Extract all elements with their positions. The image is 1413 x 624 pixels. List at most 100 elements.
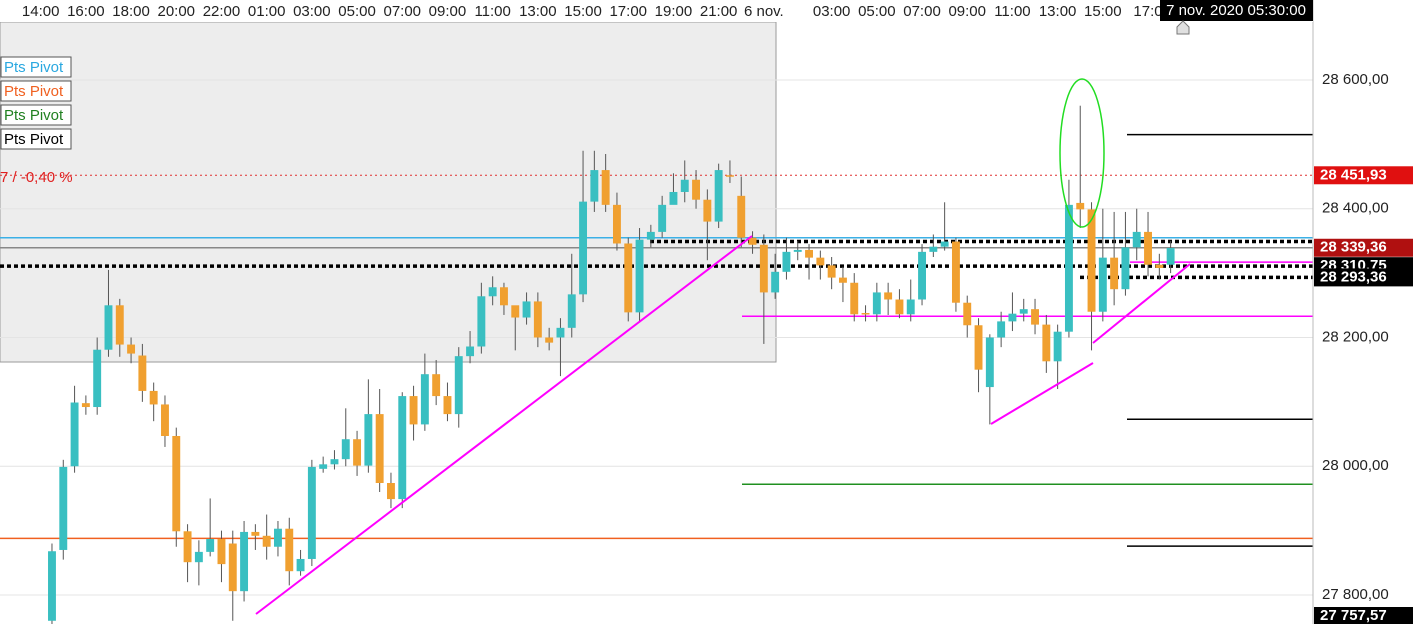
x-tick-label: 20:00 [157, 3, 195, 20]
candle-body [861, 313, 870, 315]
candle-body [432, 374, 441, 397]
candle-body [454, 356, 463, 415]
candle-body [601, 170, 610, 205]
x-tick-label: 13:00 [519, 3, 557, 20]
y-tick-label: 28 600,00 [1322, 71, 1389, 88]
legend-box [0, 56, 72, 78]
candle-body [319, 464, 328, 469]
x-tick-label: 09:00 [429, 3, 467, 20]
candle-body [341, 439, 350, 460]
candle-body [1019, 309, 1028, 314]
candle-body [940, 241, 949, 247]
price-label-box [1314, 607, 1413, 624]
candle-body [793, 249, 802, 252]
candle-body [127, 344, 136, 354]
trend-line [255, 235, 753, 615]
x-tick-label: 17:0 [1133, 3, 1162, 20]
y-tick-label: 28 400,00 [1322, 200, 1389, 217]
candle-body [488, 287, 497, 297]
candle-body [1166, 247, 1175, 265]
candle-body [714, 170, 723, 222]
candle-body [782, 251, 791, 272]
x-tick-label: 15:00 [564, 3, 602, 20]
candle-body [364, 414, 373, 466]
x-tick-label: 17:00 [609, 3, 647, 20]
candle-body [1110, 257, 1119, 290]
candle-body [533, 301, 542, 338]
x-tick-label: 03:00 [813, 3, 851, 20]
candle-body [262, 535, 271, 547]
candle-body [567, 294, 576, 328]
candle-body [81, 403, 90, 408]
annotation: 7 / -0,40 % [0, 169, 73, 186]
x-tick-label: 15:00 [1084, 3, 1122, 20]
candle-body [872, 292, 881, 315]
legend-label: Pts Pivot [4, 131, 64, 148]
crosshair-label: 7 nov. 2020 05:30:00 [1166, 2, 1306, 19]
candle-body [692, 179, 701, 200]
candle-body [1031, 309, 1039, 325]
candle-body [500, 287, 508, 306]
y-tick-label: 27 800,00 [1322, 586, 1389, 603]
candle-body [466, 346, 475, 357]
candle-body [590, 170, 599, 202]
candle-body [285, 528, 294, 572]
candle-body [206, 539, 215, 552]
x-tick-label: 03:00 [293, 3, 331, 20]
price-label: 28 293,36 [1320, 268, 1387, 285]
legend-label: Pts Pivot [4, 107, 64, 124]
x-tick-label: 22:00 [203, 3, 241, 20]
candle-body [477, 296, 486, 347]
candle-body [522, 301, 531, 318]
x-tick-label: 11:00 [474, 3, 510, 20]
candle-body [183, 531, 192, 563]
candle-body [725, 175, 734, 177]
y-tick-label: 28 200,00 [1322, 328, 1389, 345]
selection-box [0, 21, 777, 363]
candle-body [680, 179, 689, 192]
price-label: 28 339,36 [1320, 239, 1387, 256]
x-tick-label: 18:00 [112, 3, 150, 20]
price-label-box [1314, 268, 1413, 287]
marker-icon [1176, 20, 1190, 35]
price-label-box [1314, 238, 1413, 257]
candle-body [1087, 209, 1096, 312]
candle-body [375, 414, 384, 483]
candle-body [409, 396, 418, 425]
candle-body [838, 277, 847, 283]
candle-body [93, 349, 102, 408]
y-tick-label: 28 000,00 [1322, 457, 1389, 474]
x-tick-label: 14:00 [22, 3, 60, 20]
candle-body [545, 337, 554, 343]
candle-body [612, 204, 621, 244]
candle-body [884, 292, 893, 300]
candle-body [556, 327, 565, 338]
price-label: 28 451,93 [1320, 166, 1387, 183]
candle-body [951, 241, 960, 303]
x-tick-label: 11:00 [994, 3, 1030, 20]
candle-body [59, 466, 68, 550]
candle-body [138, 355, 147, 391]
x-tick-label: 07:00 [383, 3, 421, 20]
candle-body [816, 257, 825, 266]
candle-body [1042, 324, 1051, 362]
price-label: 27 757,57 [1320, 607, 1387, 624]
trend-line [1092, 263, 1191, 344]
legend-label: Pts Pivot [4, 59, 64, 76]
candle-body [307, 466, 316, 559]
legend-box [0, 128, 72, 150]
candle-body [963, 302, 972, 326]
candle-body [805, 249, 813, 258]
candle-body [161, 404, 169, 436]
time-axis [0, 0, 1313, 22]
candle-body [624, 243, 633, 313]
x-tick-label: 6 nov. [744, 3, 784, 20]
candle-body [703, 199, 712, 222]
candle-body [511, 305, 520, 318]
candle-body [1076, 202, 1085, 210]
candle-body [850, 282, 859, 315]
trend-line [990, 362, 1094, 425]
drawings [255, 78, 1191, 615]
x-tick-label: 05:00 [858, 3, 896, 20]
